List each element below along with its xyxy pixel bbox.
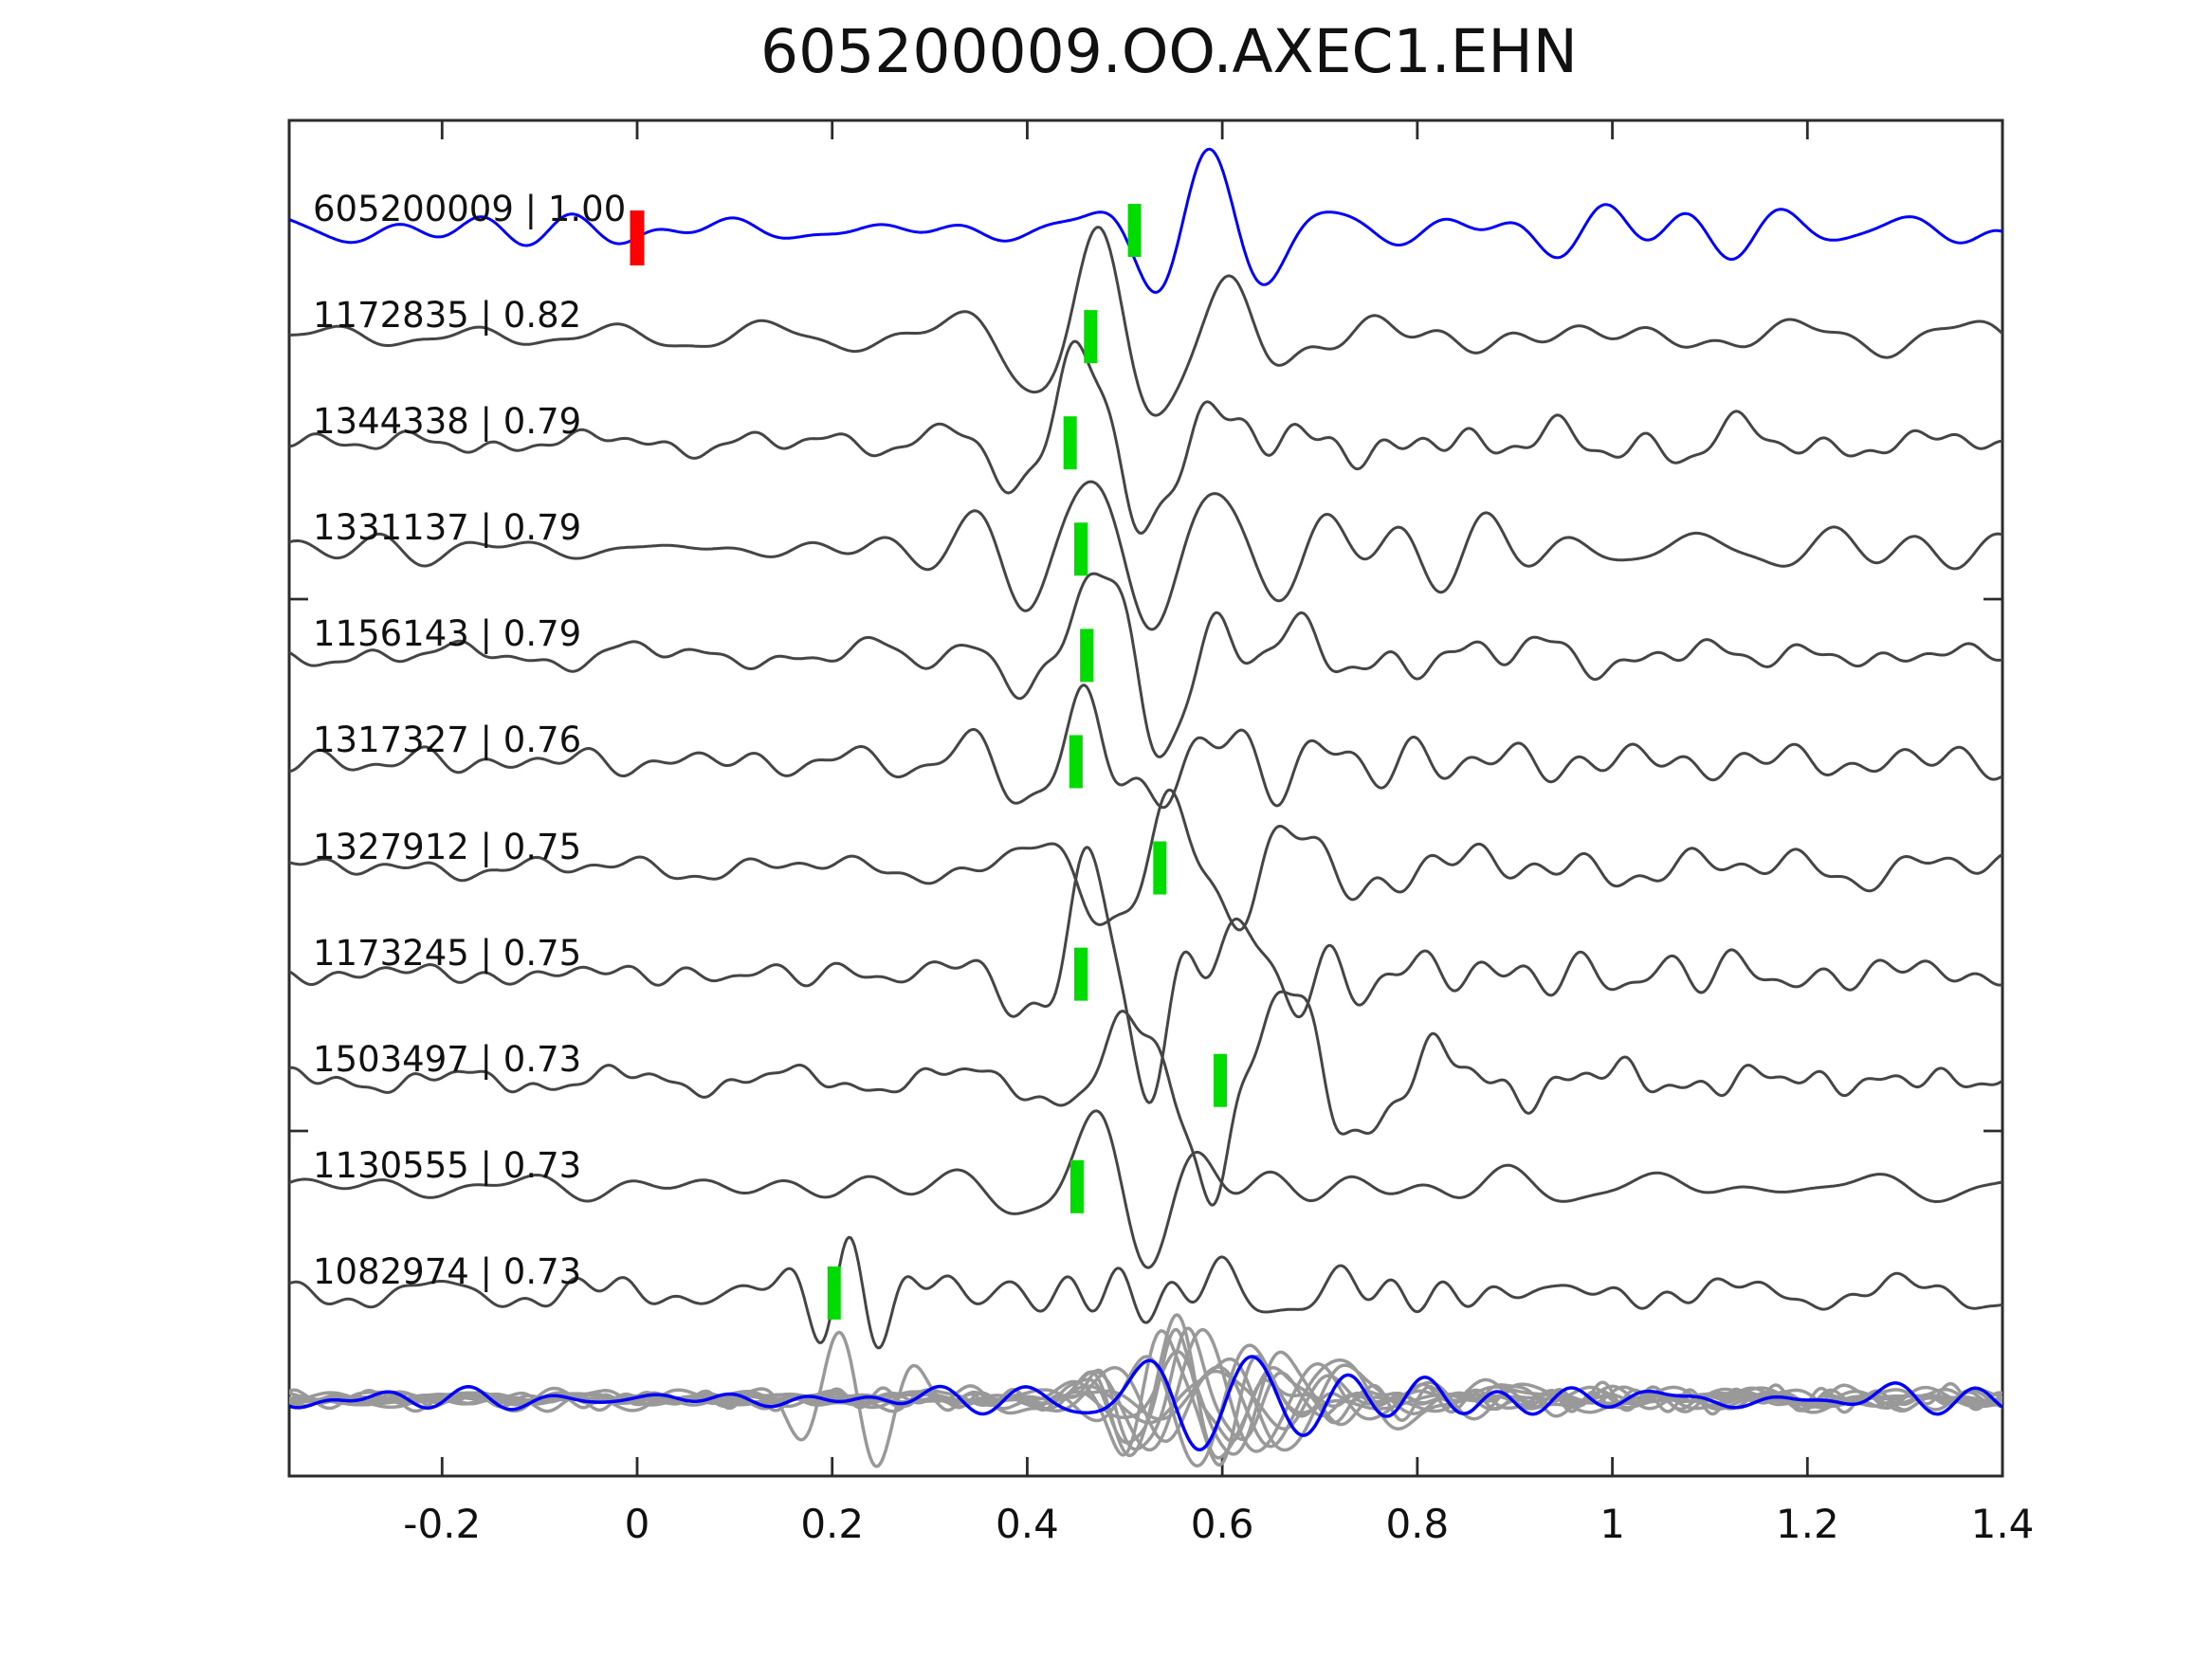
axes xyxy=(287,118,2004,1478)
overlay-waveform-8 xyxy=(289,1326,2002,1451)
pick-marker xyxy=(1127,204,1142,257)
figure-title: 605200009.OO.AXEC1.EHN xyxy=(760,17,1578,86)
pick-marker xyxy=(1073,947,1088,1001)
x-axis-tick-label: -0.2 xyxy=(403,1501,481,1547)
trace-waveform-1344338 xyxy=(289,339,2002,535)
pick-marker xyxy=(1069,735,1083,789)
trace-label: 1317327 | 0.76 xyxy=(313,720,581,760)
overlay-waveform-6 xyxy=(289,1327,2002,1453)
markers-layer xyxy=(630,204,1228,1320)
trace-waveform-1172835 xyxy=(289,226,2002,417)
traces-layer xyxy=(289,147,2002,1468)
trace-label: 1173245 | 0.75 xyxy=(313,933,581,974)
trace-label: 1503497 | 0.73 xyxy=(313,1039,581,1080)
pick-marker xyxy=(1153,841,1167,895)
trace-label: 1172835 | 0.82 xyxy=(313,295,581,336)
x-axis-tick-label: 0.2 xyxy=(800,1501,864,1547)
x-axis-tick-label: 0.8 xyxy=(1385,1501,1449,1547)
pick-marker xyxy=(1063,416,1077,470)
x-axis-tick-label: 0.6 xyxy=(1191,1501,1254,1547)
overlay-template-waveform xyxy=(289,1355,2002,1452)
x-axis-tick-label: 0 xyxy=(625,1501,650,1547)
trace-waveform-1331137 xyxy=(289,480,2002,631)
x-axis-tick-labels: -0.2 0 0.2 0.4 0.6 0.8 1 1.2 1.4 xyxy=(403,1501,2034,1547)
trace-waveform-1327912 xyxy=(289,788,2002,932)
trace-label: 1344338 | 0.79 xyxy=(313,401,581,442)
trace-label: 1130555 | 0.73 xyxy=(313,1145,581,1186)
x-axis-tick-label: 1.4 xyxy=(1971,1501,2035,1547)
trace-waveform-1082974 xyxy=(289,1235,2002,1350)
trace-label: 605200009 | 1.00 xyxy=(313,189,626,229)
text-layer: 605200009.OO.AXEC1.EHN 605200009 | 1.00 … xyxy=(313,17,2034,1547)
x-axis-tick-label: 1 xyxy=(1600,1501,1625,1547)
trace-waveform-1130555 xyxy=(289,1109,2002,1269)
trace-waveform-1503497 xyxy=(289,990,2002,1207)
x-axis-tick-label: 1.2 xyxy=(1776,1501,1839,1547)
pick-marker xyxy=(1214,1053,1228,1107)
trace-label: 1331137 | 0.79 xyxy=(313,507,581,548)
pick-marker xyxy=(1084,310,1098,364)
x-axis-tick-label: 0.4 xyxy=(996,1501,1059,1547)
trace-label: 1327912 | 0.75 xyxy=(313,827,581,867)
trace-waveform-1156143 xyxy=(289,572,2002,758)
pick-marker xyxy=(1073,522,1088,576)
trace-label: 1082974 | 0.73 xyxy=(313,1251,581,1292)
trace-waveform-1317327 xyxy=(289,684,2002,810)
pick-marker xyxy=(827,1266,841,1320)
trace-waveform-605200009 xyxy=(289,147,2002,294)
pick-marker xyxy=(1080,629,1094,683)
plot-border xyxy=(287,118,2004,1478)
zero-time-marker xyxy=(630,210,645,265)
pick-marker xyxy=(1069,1159,1084,1213)
trace-waveform-1173245 xyxy=(289,846,2002,1104)
trace-label: 1156143 | 0.79 xyxy=(313,613,581,654)
